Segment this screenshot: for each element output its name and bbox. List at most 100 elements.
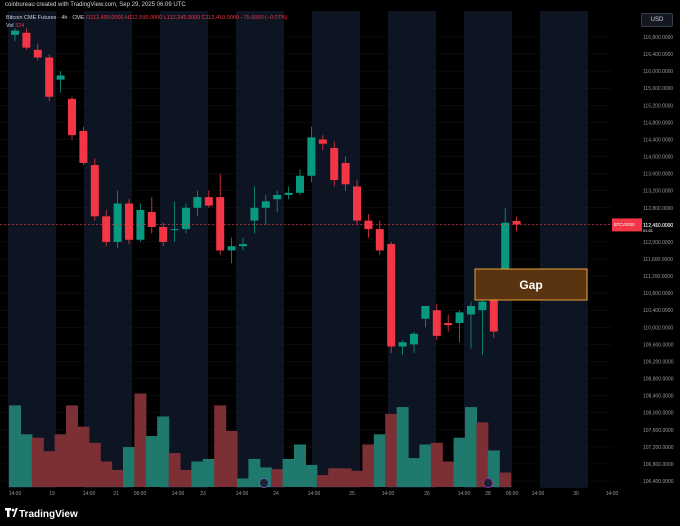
price-axis-label: 110,000.0000: [643, 325, 673, 331]
volume-bar: [396, 407, 409, 487]
price-axis[interactable]: 116,800.0000 116,400.0000 116,000.0000 115,…: [612, 11, 680, 497]
volume-bar: [453, 437, 466, 487]
volume-bar: [157, 416, 170, 487]
candle-body: [182, 207, 190, 230]
candle-body: [79, 130, 88, 163]
time-axis-label: 23: [200, 491, 206, 497]
price-axis-label: 112,400.0000: [643, 223, 673, 229]
event-circle-icon[interactable]: [259, 478, 269, 488]
legend-vol-label: Vol: [6, 23, 14, 29]
candle-body: [56, 75, 65, 80]
candle-body: [387, 244, 396, 347]
time-axis-label: 14:00: [308, 491, 321, 497]
volume-bar: [111, 470, 124, 487]
time-axis-label: 25: [349, 491, 355, 497]
candle-body: [432, 310, 441, 336]
volume-bar: [202, 458, 215, 487]
price-axis-label: 111,600.0000: [643, 257, 673, 263]
candle-body: [90, 165, 99, 217]
candle-body: [273, 194, 282, 200]
volume-bar: [237, 478, 249, 487]
time-axis-label: 14:00: [83, 491, 96, 497]
time-axis-label: 19: [49, 491, 55, 497]
price-axis-label: 109,200.0000: [643, 359, 674, 365]
time-axis-label: 21: [113, 491, 119, 497]
volume-bar: [248, 458, 261, 487]
candle-body: [193, 197, 202, 208]
volume-bar: [191, 461, 204, 487]
candle-body: [410, 333, 418, 345]
price-axis-label: 111,200.0000: [643, 274, 673, 280]
candle-body: [136, 209, 145, 240]
session-band: [84, 11, 132, 497]
session-band: [160, 11, 208, 497]
candle-body: [364, 220, 373, 230]
volume-bar: [77, 426, 90, 487]
time-axis-label: 14:00: [172, 491, 185, 497]
time-axis[interactable]: 14:00 19 14:00 21 06:00 14:00 23 14:00 24 14:00 25…: [0, 488, 618, 497]
time-axis-label: 14:00: [236, 491, 249, 497]
currency-button[interactable]: USD: [641, 13, 673, 27]
session-band: [312, 11, 360, 497]
price-axis-label: 106,400.0000: [643, 479, 674, 485]
gap-box[interactable]: [474, 268, 588, 301]
candle-body: [159, 226, 168, 242]
candle-body: [11, 30, 19, 35]
volume-bar: [385, 413, 398, 487]
candle-body: [307, 137, 316, 176]
gap-annotation[interactable]: Gap: [474, 268, 588, 301]
time-axis-label: 14:00: [458, 491, 471, 497]
volume-bar: [282, 458, 295, 487]
volume-bar: [316, 475, 329, 487]
price-axis-label: 108,800.0000: [643, 377, 674, 383]
volume-bar: [31, 437, 44, 487]
volume-bar: [54, 434, 67, 487]
volume-bar: [100, 461, 113, 487]
tradingview-logo-icon: [5, 508, 19, 520]
volume-bar: [465, 407, 477, 487]
price-axis-label: 110,400.0000: [643, 308, 673, 314]
candle-body: [398, 342, 407, 347]
candle-body: [170, 229, 179, 231]
candle-body: [113, 203, 122, 242]
price-axis-label: 113,200.0000: [643, 189, 673, 195]
chart-caption: coinbureau created with TradingView.com,…: [0, 0, 680, 11]
candle-body: [239, 244, 247, 247]
candle-body: [125, 203, 133, 240]
legend-ohlc: O112,490.0000 H112,590.0000 L112,245.000…: [86, 15, 288, 21]
candlestick-chart[interactable]: Gap 116,800.0000 116,400.0000 116,000.0000…: [0, 11, 680, 497]
candle-body: [444, 323, 453, 326]
volume-bar: [476, 422, 489, 487]
time-axis-label: 24: [273, 491, 279, 497]
time-axis-label: 14:00: [9, 491, 22, 497]
candle-body: [512, 221, 521, 225]
time-axis-background: [0, 488, 612, 497]
price-axis-label: 107,600.0000: [643, 428, 674, 434]
candle-body: [341, 162, 350, 185]
candle-body: [478, 301, 487, 311]
price-axis-label: 116,800.0000: [643, 35, 673, 41]
price-axis-label: 113,600.0000: [643, 172, 673, 178]
candle-body: [227, 246, 236, 251]
flash-circle-icon[interactable]: [483, 478, 493, 488]
price-tag-price: 112,410.0000: [643, 223, 673, 229]
tradingview-logo[interactable]: TradingView: [5, 508, 78, 520]
price-axis-label: 106,800.0000: [643, 462, 674, 468]
candle-body: [45, 57, 54, 97]
legend-symbol: Bitcoin CME Futures · 4h · CME: [6, 15, 85, 21]
volume-bar: [362, 444, 375, 487]
candle-body: [68, 98, 76, 136]
volume-bar: [20, 434, 33, 487]
candle-body: [467, 305, 475, 315]
time-axis-label: 14:00: [382, 491, 395, 497]
price-axis-label: 114,000.0000: [643, 155, 673, 161]
candle-body: [147, 212, 156, 227]
volume-bar: [43, 451, 56, 487]
price-tag-box: [612, 218, 642, 232]
candle-body: [204, 197, 213, 206]
price-candles: [11, 28, 521, 356]
candle-body: [284, 192, 293, 195]
candle-body: [455, 312, 464, 324]
volume-bar: [373, 434, 386, 487]
chart-icon-small[interactable]: [259, 478, 493, 488]
